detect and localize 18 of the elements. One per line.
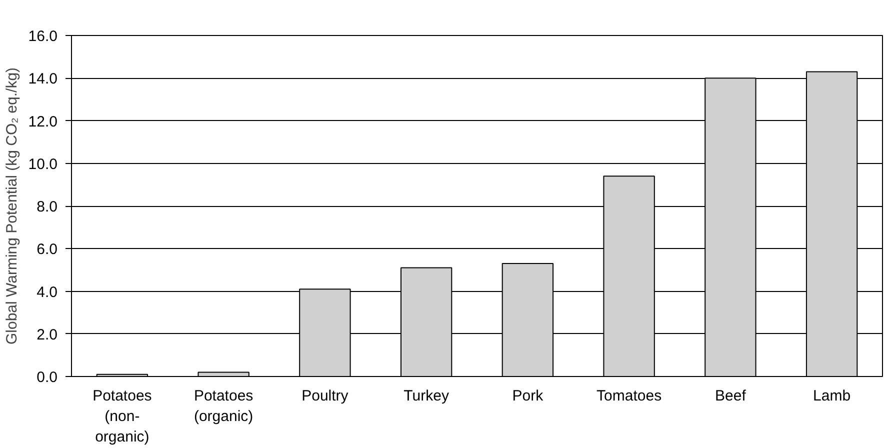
x-tick-label: Potatoes (organic) (194, 388, 254, 425)
y-tick-label: 8.0 (36, 198, 58, 216)
y-tick-label: 6.0 (36, 241, 58, 258)
y-tick-label: 12.0 (28, 113, 58, 130)
y-tick-label: 0.0 (36, 369, 58, 386)
y-axis-title: Global Warming Potential (kg CO₂ eq./kg) (3, 67, 20, 345)
x-tick-label: Poultry (302, 388, 349, 404)
y-tick-label: 14.0 (28, 70, 58, 88)
x-tick-label: Tomatoes (596, 388, 662, 404)
y-tick-label: 16.0 (28, 28, 58, 45)
y-tick-label: 2.0 (36, 326, 58, 344)
x-tick-label: Pork (512, 388, 544, 404)
x-tick-label: Beef (715, 388, 747, 404)
x-tick-label: Lamb (813, 388, 851, 404)
x-tick-label: Potatoes (non-organic) (92, 388, 152, 446)
x-tick-label: Turkey (404, 388, 450, 404)
y-tick-label: 4.0 (36, 284, 58, 301)
y-tick-label: 10.0 (28, 156, 58, 173)
